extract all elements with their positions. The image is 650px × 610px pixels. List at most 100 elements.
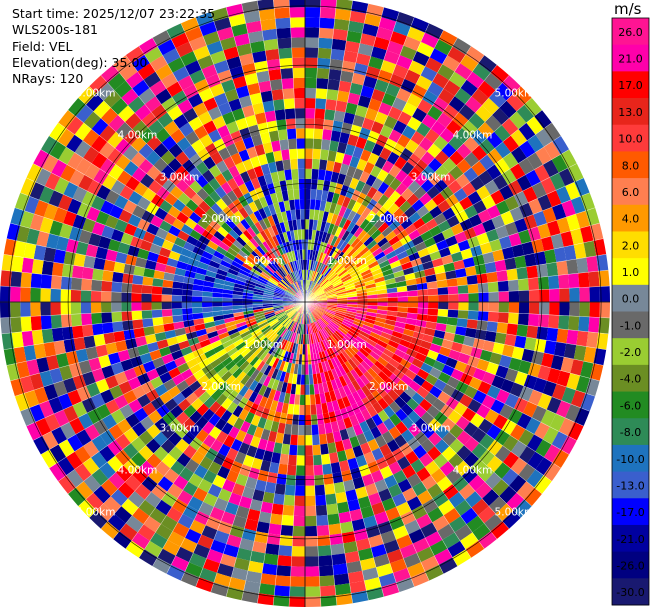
range-gate	[72, 214, 87, 230]
range-gate	[185, 392, 199, 405]
range-gate	[276, 348, 284, 360]
range-gate	[275, 17, 291, 29]
range-gate	[272, 235, 280, 247]
range-gate	[556, 370, 571, 387]
range-gate	[171, 32, 190, 49]
range-gate	[546, 327, 559, 342]
range-gate	[239, 360, 250, 371]
range-gate	[0, 302, 11, 318]
range-gate	[267, 215, 276, 227]
range-gate	[305, 566, 320, 577]
range-gate	[404, 369, 417, 381]
range-gate	[144, 46, 163, 64]
range-gate	[404, 223, 417, 235]
range-gate	[371, 177, 384, 191]
range-gate	[374, 111, 388, 125]
range-gate	[305, 239, 309, 250]
range-gate	[115, 465, 133, 482]
range-gate	[123, 200, 138, 214]
range-gate	[305, 525, 318, 537]
range-gate	[486, 455, 503, 473]
range-gate	[276, 256, 284, 267]
range-gate	[464, 436, 480, 452]
range-gate	[163, 272, 175, 282]
range-gate	[271, 368, 279, 380]
range-gate	[474, 263, 487, 275]
range-gate	[426, 314, 438, 323]
range-gate	[213, 17, 232, 32]
range-gate	[394, 321, 406, 329]
range-gate	[349, 580, 367, 594]
range-gate	[250, 224, 260, 235]
range-gate	[152, 557, 172, 574]
range-gate	[326, 337, 334, 348]
range-gate	[370, 544, 387, 558]
range-gate	[153, 324, 165, 334]
range-gate	[420, 66, 438, 82]
range-gate	[167, 531, 185, 547]
range-gate	[380, 331, 392, 340]
range-gate	[588, 271, 600, 288]
range-gate	[516, 104, 535, 123]
range-gate	[320, 340, 327, 351]
range-gate	[537, 223, 551, 239]
range-gate	[215, 323, 227, 331]
range-gate	[293, 515, 305, 527]
range-gate	[123, 390, 138, 404]
range-gate	[281, 514, 294, 526]
range-gate	[578, 316, 590, 332]
range-gate	[405, 318, 417, 326]
range-gate	[297, 229, 302, 240]
range-gate	[265, 354, 274, 365]
range-gate	[182, 107, 198, 123]
range-gate	[438, 557, 458, 574]
range-gate	[522, 401, 538, 418]
range-gate	[51, 262, 64, 277]
range-gate	[163, 120, 180, 136]
range-gate	[281, 78, 294, 90]
range-gate	[288, 321, 295, 331]
range-gate	[297, 445, 305, 456]
range-gate	[460, 344, 473, 356]
range-gate	[293, 322, 299, 333]
range-gate	[436, 112, 453, 128]
range-gate	[368, 492, 382, 506]
range-gate	[10, 302, 21, 318]
range-gate	[259, 350, 269, 361]
ray-separator	[304, 269, 609, 303]
range-gate	[552, 135, 570, 155]
range-gate	[39, 370, 54, 387]
range-gate	[475, 482, 493, 499]
ray-separator	[89, 301, 306, 518]
range-gate	[407, 26, 425, 42]
range-gate	[274, 308, 285, 314]
range-gate	[493, 174, 508, 190]
range-gate	[290, 284, 298, 293]
range-gate	[284, 484, 296, 496]
range-gate	[113, 330, 126, 343]
range-gate	[124, 223, 138, 237]
range-gate	[21, 257, 34, 274]
range-gate	[313, 383, 320, 395]
range-gate	[326, 307, 337, 312]
range-gate	[385, 250, 397, 260]
range-gate	[342, 384, 352, 397]
ray-separator	[304, 301, 385, 597]
range-gate	[335, 100, 348, 113]
range-gate	[60, 164, 76, 182]
range-gate	[568, 315, 580, 331]
range-gate	[222, 111, 236, 125]
range-gate	[331, 261, 341, 271]
range-gate	[187, 496, 204, 511]
range-gate	[393, 21, 411, 37]
range-gate	[151, 294, 162, 302]
range-gate	[358, 464, 371, 477]
range-gate	[392, 525, 409, 540]
range-gate	[203, 195, 216, 208]
range-gate	[208, 260, 221, 269]
range-gate	[510, 457, 528, 475]
range-gate	[177, 99, 193, 114]
range-gate	[343, 112, 356, 125]
range-gate	[246, 226, 257, 238]
range-gate	[363, 75, 378, 89]
